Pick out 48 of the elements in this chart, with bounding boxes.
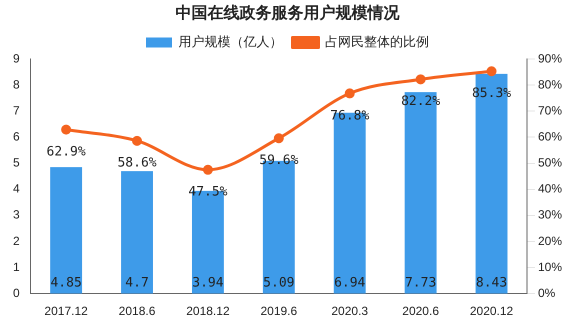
y2-tick-label: 40% xyxy=(538,182,562,196)
y2-tick-label: 10% xyxy=(538,260,562,274)
legend-label: 占网民整体的比例 xyxy=(325,34,429,50)
x-tick-label: 2020.12 xyxy=(470,304,514,318)
data-label: 7.73 xyxy=(404,275,436,290)
y-tick-label: 4 xyxy=(12,182,20,196)
y2-tick-label: 30% xyxy=(538,208,562,222)
point xyxy=(344,88,355,98)
point xyxy=(416,74,426,84)
bar xyxy=(50,167,82,294)
y2-tick-label: 50% xyxy=(538,156,562,170)
y-tick-label: 1 xyxy=(12,260,20,274)
point xyxy=(486,66,497,76)
y-tick-label: 8 xyxy=(12,77,20,92)
y-tick-label: 0 xyxy=(12,286,20,300)
data-label: 6.94 xyxy=(334,275,366,290)
y2-tick-label: 20% xyxy=(538,234,562,248)
x-tick-label: 2018.6 xyxy=(118,304,156,318)
y2-tick-label: 80% xyxy=(538,77,562,92)
data-label: 58.6% xyxy=(117,156,157,171)
y-tick-label: 6 xyxy=(12,130,20,144)
y2-tick-label: 90% xyxy=(538,51,562,66)
chart-title: 中国在线政务服务用户规模情况 xyxy=(174,2,400,24)
data-label: 5.09 xyxy=(263,275,294,290)
data-label: 4.85 xyxy=(50,275,82,290)
data-label: 3.94 xyxy=(192,275,224,290)
x-tick-label: 2020.6 xyxy=(402,304,440,318)
data-label: 4.7 xyxy=(125,275,149,290)
y-tick-label: 2 xyxy=(12,234,20,248)
x-tick-label: 2019.6 xyxy=(260,304,298,318)
x-tick-label: 2018.12 xyxy=(186,304,230,318)
y2-tick-label: 60% xyxy=(538,130,562,144)
y2-tick-label: 70% xyxy=(538,103,562,118)
x-tick-label: 2017.12 xyxy=(44,304,88,318)
point xyxy=(274,133,284,144)
y-tick-label: 3 xyxy=(12,208,20,222)
point xyxy=(61,124,72,135)
bar xyxy=(121,171,153,294)
point xyxy=(202,164,213,175)
x-tick-label: 2020.3 xyxy=(331,304,368,318)
y2-tick-label: 0% xyxy=(538,286,556,300)
data-label: 62.9% xyxy=(46,144,86,160)
legend-label: 用户规模（亿人） xyxy=(178,34,282,50)
y-tick-label: 7 xyxy=(12,103,20,118)
y-tick-label: 9 xyxy=(12,51,20,66)
point xyxy=(132,136,142,146)
data-label: 8.43 xyxy=(476,275,508,290)
y-tick-label: 5 xyxy=(12,156,20,170)
